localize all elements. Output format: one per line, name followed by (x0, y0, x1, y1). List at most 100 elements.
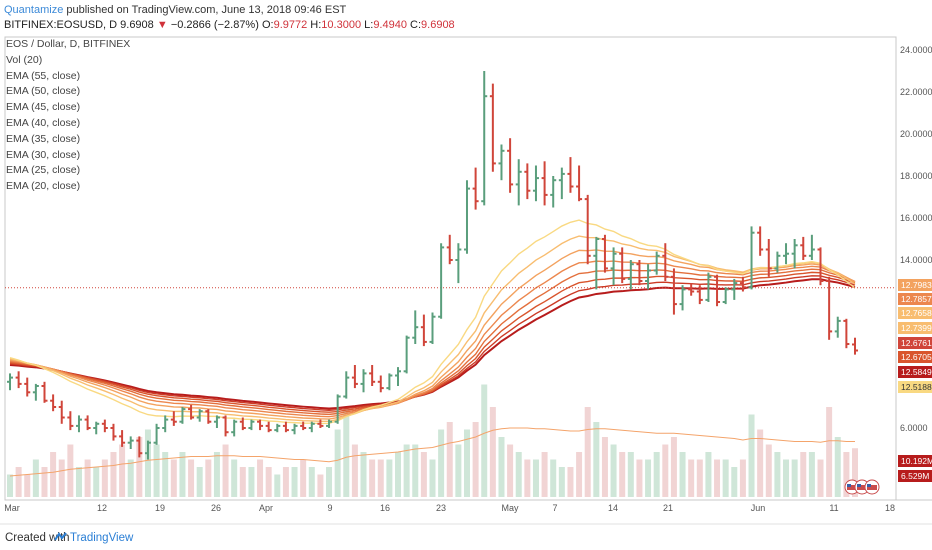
ohlc-bar (601, 234, 608, 273)
legend-ema-30[interactable]: EMA (30, close) (6, 148, 81, 161)
legend-ema-25[interactable]: EMA (25, close) (6, 164, 81, 177)
ohlc-bar (317, 419, 324, 428)
ema-30-line (9, 249, 856, 420)
price-tick-label: 6.0000 (900, 423, 928, 433)
volume-ma-line (9, 427, 855, 477)
author-link[interactable]: Quantamize (4, 4, 64, 16)
ohlc-bar (24, 377, 31, 397)
legend-ema-40[interactable]: EMA (40, close) (6, 116, 81, 129)
ohlc-bar (774, 251, 781, 273)
ohlc-bar (455, 243, 462, 284)
ohlc-bar (291, 423, 298, 435)
legend-symbol[interactable]: EOS / Dollar, D, BITFINEX (6, 38, 131, 50)
volume-bar (326, 467, 333, 497)
ohlc-bar (170, 411, 177, 426)
volume-bar (222, 444, 229, 497)
volume-bar (808, 452, 815, 497)
symbol-label: BITFINEX:EOSUSD, D (4, 19, 118, 31)
volume-bar (15, 467, 22, 497)
volume-bar (800, 452, 807, 497)
ohlc-bar (386, 373, 393, 391)
price-tick-label: 22.0000 (900, 87, 932, 97)
ohlc-bar (343, 371, 350, 399)
volume-bar (93, 467, 100, 497)
tradingview-link[interactable]: TradingView (70, 532, 134, 544)
ohlc-bar (524, 163, 531, 200)
ohlc-bar (188, 404, 195, 420)
high-label: H: (310, 19, 322, 31)
volume-bar (58, 459, 65, 497)
svg-text:12.7983: 12.7983 (901, 280, 932, 290)
ohlc-bar (627, 260, 634, 290)
volume-bar (282, 467, 289, 497)
legend-ema-55[interactable]: EMA (55, close) (6, 69, 81, 82)
ohlc-bar (610, 247, 617, 286)
volume-bar (438, 429, 445, 497)
volume-bar (558, 467, 565, 497)
volume-bar (231, 459, 238, 497)
volume-bar (670, 437, 677, 497)
ohlc-bar (300, 421, 307, 431)
volume-bar (110, 452, 117, 497)
volume-label: 6.529M (898, 470, 932, 482)
ohlc-bar (196, 409, 203, 422)
ohlc-bar (653, 251, 660, 275)
ohlc-bar (32, 383, 39, 401)
open-label: O: (261, 19, 274, 31)
ohlc-bar (731, 278, 738, 300)
change-value: −0.2866 (−2.87%) (170, 19, 259, 31)
volume-bar (188, 459, 195, 497)
legend-ema-50[interactable]: EMA (50, close) (6, 85, 81, 98)
svg-text:10.192M: 10.192M (901, 456, 932, 466)
volume-bar (515, 452, 522, 497)
svg-text:12.7658: 12.7658 (901, 308, 932, 318)
volume-bar (317, 474, 324, 497)
ohlc-bar (334, 394, 341, 424)
volume-bar (472, 422, 479, 497)
legend-volume[interactable]: Vol (20) (6, 53, 43, 66)
volume-bar (127, 459, 134, 497)
ohlc-bar (67, 411, 74, 431)
volume-bar (843, 452, 850, 497)
legend-ema-35[interactable]: EMA (35, close) (6, 132, 81, 145)
ohlc-bar (783, 243, 790, 265)
ohlc-bar (584, 194, 591, 265)
volume-bar (826, 407, 833, 497)
legend-ema-20[interactable]: EMA (20, close) (6, 180, 81, 193)
ohlc-bar (498, 144, 505, 181)
ohlc-bar (541, 161, 548, 206)
volume-bar (274, 474, 281, 497)
ohlc-bar (834, 316, 841, 338)
low-label: L: (364, 19, 374, 31)
ema-45-line (9, 271, 856, 413)
ohlc-bar (420, 314, 427, 347)
volume-bar (291, 467, 298, 497)
volume-bar (541, 452, 548, 497)
volume-bar (601, 437, 608, 497)
ohlc-bar (369, 365, 376, 386)
volume-bar (41, 467, 48, 497)
volume-bar (32, 459, 39, 497)
volume-bar (679, 452, 686, 497)
volume-bar (101, 459, 108, 497)
ohlc-bar (489, 83, 496, 172)
svg-text:12.7399: 12.7399 (901, 323, 932, 333)
ohlc-bar (15, 371, 22, 389)
low-value: 9.4940 (373, 19, 407, 31)
svg-text:12.5849: 12.5849 (901, 367, 932, 377)
ema-35-line (9, 260, 856, 418)
last-price: 9.6908 (120, 19, 154, 31)
ohlc-bar (817, 247, 824, 286)
volume-bar (817, 459, 824, 497)
volume-bar (403, 444, 410, 497)
volume-bar (7, 474, 13, 497)
ohlc-bar (179, 407, 186, 424)
ohlc-bar (714, 274, 721, 307)
volume-bar (636, 459, 643, 497)
ohlc-bar (360, 369, 367, 393)
volume-bar (705, 452, 712, 497)
ema-25-line (9, 235, 856, 423)
ohlc-bar (481, 71, 488, 206)
legend-ema-45[interactable]: EMA (45, close) (6, 101, 81, 114)
